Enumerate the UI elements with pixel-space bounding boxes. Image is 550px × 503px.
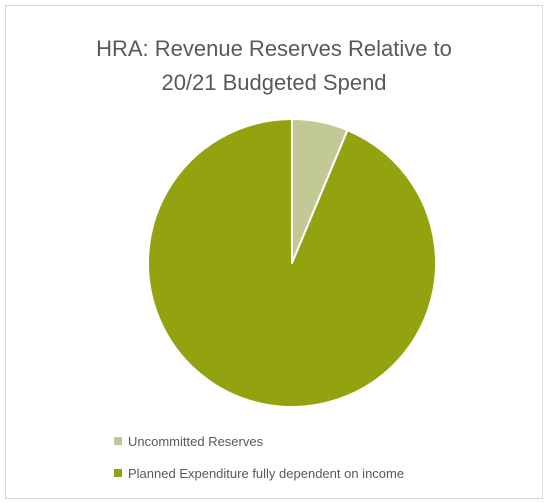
legend-swatch-planned-expenditure: [114, 469, 122, 477]
chart-title: HRA: Revenue Reserves Relative to 20/21 …: [6, 32, 542, 100]
pie-slice-planned-expenditure-fully-dependent-on-income[interactable]: [147, 118, 437, 408]
legend-label-uncommitted-reserves: Uncommitted Reserves: [128, 433, 264, 449]
pie-chart: [147, 118, 437, 408]
chart-title-line-1: HRA: Revenue Reserves Relative to: [96, 36, 452, 61]
legend: Uncommitted Reserves Planned Expenditure…: [114, 430, 404, 494]
legend-label-planned-expenditure: Planned Expenditure fully dependent on i…: [128, 465, 405, 481]
chart-title-line-2: 20/21 Budgeted Spend: [161, 70, 387, 95]
legend-swatch-uncommitted-reserves: [114, 437, 122, 445]
pie-slices: [147, 118, 437, 408]
legend-item-planned-expenditure[interactable]: Planned Expenditure fully dependent on i…: [114, 462, 404, 484]
legend-item-uncommitted-reserves[interactable]: Uncommitted Reserves: [114, 430, 404, 452]
chart-area: HRA: Revenue Reserves Relative to 20/21 …: [5, 5, 543, 499]
